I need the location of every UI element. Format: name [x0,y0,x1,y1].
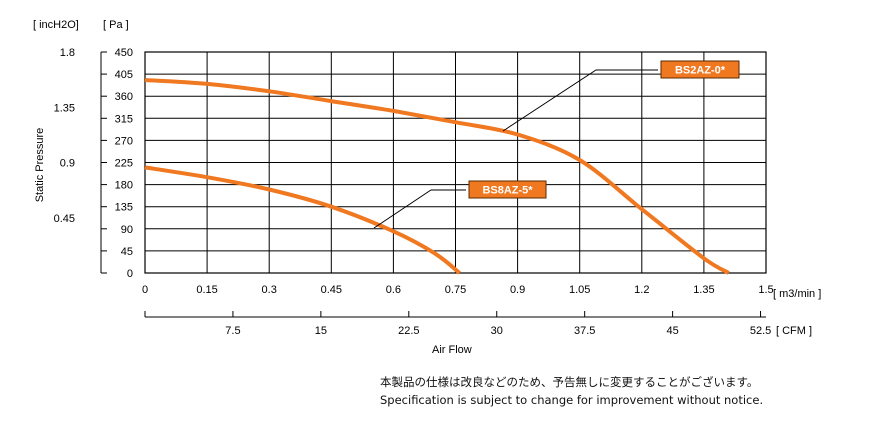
disclaimer-english: Specification is subject to change for i… [380,393,764,407]
legend-label-bs8az-5: BS8AZ-5* [482,185,533,197]
y-tick-label-pa: 90 [121,224,133,236]
y-tick-label-pa: 270 [115,135,133,147]
x-tick-label-cfm: 37.5 [574,325,595,337]
y-tick-label-pa: 315 [115,113,133,125]
y-tick-label-pa: 135 [115,202,133,214]
y-unit-pa: [ Pa ] [103,19,129,31]
y-tick-label-pa: 225 [115,158,133,170]
x-tick-label-m3min: 0.6 [386,284,401,296]
series-line-bs2az-0 [144,78,730,275]
x-tick-label-m3min: 1.35 [693,284,714,296]
x-tick-label-m3min: 1.5 [758,284,773,296]
x-tick-label-m3min: 1.05 [569,284,590,296]
y-tick-label-inch2o: 0.9 [60,158,75,170]
x-tick-label-cfm: 15 [315,325,327,337]
x-tick-label-m3min: 1.2 [634,284,649,296]
disclaimer-japanese: 本製品の仕様は改良などのため、予告無しに変更することがございます。 [380,375,759,389]
plot-frame [144,51,767,274]
leader-line-bs8az-5 [373,189,466,229]
x-tick-label-m3min: 0.75 [445,284,466,296]
y-tick-label-inch2o: 1.35 [54,102,75,114]
y-tick-label-inch2o: 0.45 [54,213,75,225]
axis-titles: [ incH2O] [ Pa ] [ m3/min ] [ CFM ] Air Flow… [33,19,821,356]
y-tick-label-pa: 360 [115,91,133,103]
y-axis-title: Static Pressure [34,128,46,203]
x-unit-cfm: [ CFM ] [776,325,812,337]
series-line-bs8az-5 [144,165,461,275]
x-tick-label-m3min: 0.45 [321,284,342,296]
x-tick-label-m3min: 0.15 [196,284,217,296]
legend-label-bs2az-0: BS2AZ-0* [675,65,726,77]
x-tick-label-m3min: 0.3 [262,284,277,296]
series-lines [144,78,730,275]
x-tick-label-cfm: 22.5 [398,325,419,337]
y-tick-label-pa: 450 [115,47,133,59]
x-tick-label-cfm: 45 [666,325,678,337]
x-axis-title: Air Flow [432,344,472,356]
tick-labels: 045901351802252703153604054500.450.91.35… [54,47,774,337]
legend-box-bs8az-5 [468,180,547,199]
y-tick-label-pa: 180 [115,180,133,192]
x-tick-label-cfm: 52.5 [750,325,771,337]
legend: BS2AZ-0* BS8AZ-5* [373,60,740,229]
x-tick-label-cfm: 30 [491,325,503,337]
axes [100,51,766,318]
legend-box-bs2az-0 [660,60,740,79]
x-unit-m3min: [ m3/min ] [773,288,821,300]
y-tick-label-pa: 45 [121,246,133,258]
leader-line-bs2az-0 [502,69,658,132]
x-tick-label-m3min: 0 [142,284,148,296]
fan-curve-chart: 045901351802252703153604054500.450.91.35… [33,19,821,356]
x-tick-label-m3min: 0.9 [510,284,525,296]
grid [144,51,767,274]
y-tick-label-inch2o: 1.8 [60,47,75,59]
x-tick-label-cfm: 7.5 [225,325,240,337]
y-unit-inch2o: [ incH2O] [33,19,79,31]
y-tick-label-pa: 405 [115,69,133,81]
y-tick-label-pa: 0 [127,268,133,280]
